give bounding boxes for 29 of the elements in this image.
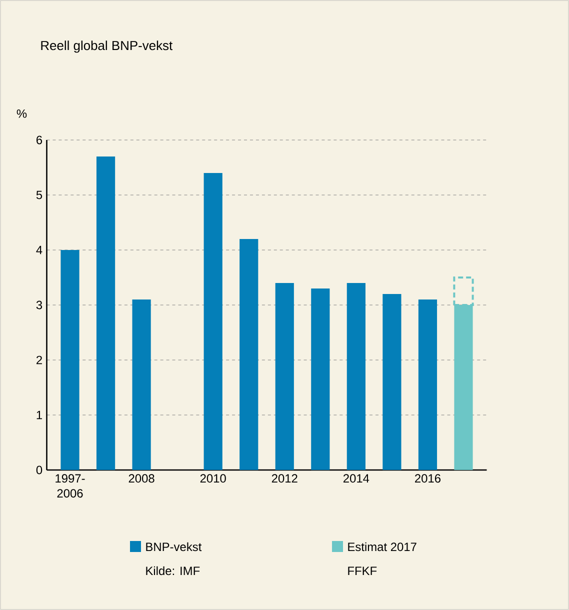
bar	[275, 282, 294, 470]
text: Kilde: IMF	[146, 566, 200, 576]
x-tick-label: 2016	[415, 474, 440, 483]
y-tick-label: 3	[36, 300, 42, 310]
x-tick-label: 2012	[272, 474, 298, 483]
x-tick-label: 2010	[200, 474, 226, 483]
chart-title: Reell global BNP-vekst	[41, 40, 172, 53]
bar	[346, 282, 366, 470]
x-tick-label: 2008	[128, 474, 154, 483]
legend-label: Estimat 2017	[348, 542, 416, 552]
bar	[382, 294, 402, 470]
bar	[204, 173, 222, 470]
x-tick-label: 1997-2006	[56, 474, 85, 498]
bar	[132, 299, 151, 470]
y-tick-label: 4	[36, 246, 42, 254]
legend-label: BNP-vekst	[146, 542, 202, 552]
y-axis-title: %	[16, 109, 27, 118]
text: FFKF	[348, 566, 377, 575]
y-tick-label: 6	[36, 136, 42, 144]
y-tick-label: 1	[36, 410, 42, 420]
bar	[96, 156, 116, 470]
bar	[60, 250, 80, 470]
bar	[240, 239, 258, 470]
y-tick-label: 2	[36, 356, 42, 364]
y-tick-label: 0	[36, 466, 42, 474]
y-tick-label: 5	[36, 190, 42, 200]
bar	[418, 299, 438, 470]
x-tick-label: 2014	[343, 474, 370, 483]
bar	[311, 288, 330, 470]
